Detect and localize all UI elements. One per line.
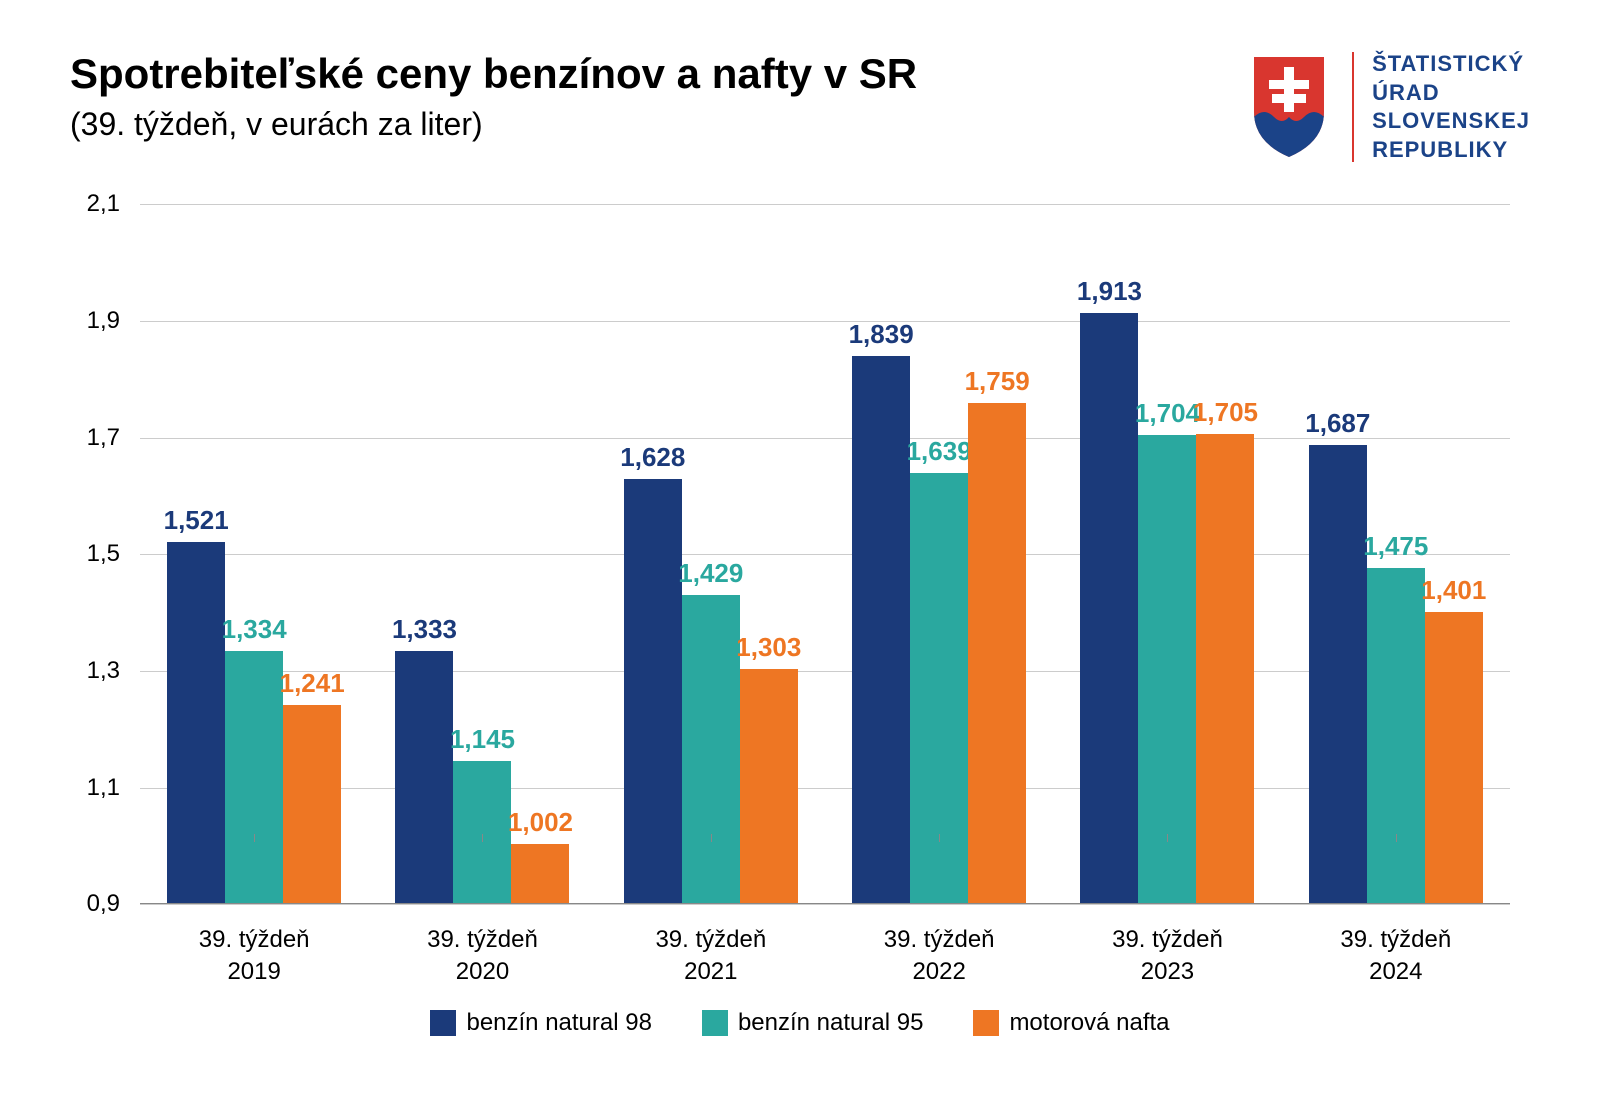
- bar: 1,002: [511, 844, 569, 903]
- x-tick-label: 39. týždeň2020: [427, 914, 538, 984]
- y-tick-label: 1,3: [87, 657, 120, 685]
- legend-item: benzín natural 95: [702, 1009, 923, 1037]
- legend-swatch: [702, 1010, 728, 1036]
- bar-value-label: 1,628: [620, 442, 685, 473]
- logo-divider: [1352, 52, 1354, 162]
- header: Spotrebiteľské ceny benzínov a nafty v S…: [70, 50, 1530, 164]
- bar-group: 1,8391,6391,759: [852, 204, 1026, 903]
- y-tick-label: 1,7: [87, 424, 120, 452]
- legend-item: motorová nafta: [973, 1009, 1169, 1037]
- bar-value-label: 1,521: [164, 505, 229, 536]
- bar: 1,705: [1196, 434, 1254, 903]
- bar-group: 1,6281,4291,303: [624, 204, 798, 903]
- legend-label: benzín natural 95: [738, 1009, 923, 1037]
- bar-value-label: 1,687: [1305, 408, 1370, 439]
- bar-value-label: 1,475: [1363, 531, 1428, 562]
- bar: 1,333: [395, 651, 453, 903]
- bar-group: 1,5211,3341,241: [167, 204, 341, 903]
- x-tick-label: 39. týždeň2024: [1340, 914, 1451, 984]
- bar-value-label: 1,429: [678, 558, 743, 589]
- bar-group: 1,6871,4751,401: [1309, 204, 1483, 903]
- bar-value-label: 1,401: [1421, 575, 1486, 606]
- org-line-4: REPUBLIKY: [1372, 136, 1530, 165]
- bar: 1,303: [740, 669, 798, 904]
- chart-title: Spotrebiteľské ceny benzínov a nafty v S…: [70, 50, 1244, 98]
- bar: 1,704: [1138, 435, 1196, 903]
- x-tick-label: 39. týždeň2022: [884, 914, 995, 984]
- bar-value-label: 1,145: [450, 724, 515, 755]
- bar: 1,334: [225, 651, 283, 904]
- y-tick-label: 1,5: [87, 540, 120, 568]
- legend-label: motorová nafta: [1009, 1009, 1169, 1037]
- x-tick-label: 39. týždeň2023: [1112, 914, 1223, 984]
- x-tick-label: 39. týždeň2019: [199, 914, 310, 984]
- bar: 1,628: [624, 479, 682, 903]
- plot-area: 1,5211,3341,2411,3331,1451,0021,6281,429…: [140, 204, 1510, 904]
- x-tick-mark: [1167, 834, 1168, 842]
- bar-value-label: 1,704: [1135, 398, 1200, 429]
- bar-value-label: 1,759: [965, 366, 1030, 397]
- y-tick-label: 1,9: [87, 307, 120, 335]
- bar-group: 1,9131,7041,705: [1080, 204, 1254, 903]
- shield-icon: [1244, 52, 1334, 162]
- legend: benzín natural 98 benzín natural 95 motoro…: [70, 1009, 1530, 1037]
- legend-item: benzín natural 98: [430, 1009, 651, 1037]
- bar: 1,759: [968, 403, 1026, 903]
- bar-value-label: 1,241: [280, 668, 345, 699]
- x-tick-mark: [939, 834, 940, 842]
- x-axis: 39. týždeň2019 39. týždeň2020 39. týždeň20…: [140, 914, 1510, 984]
- bar: 1,145: [453, 761, 511, 904]
- bar: 1,687: [1309, 445, 1367, 903]
- bars-container: 1,5211,3341,2411,3331,1451,0021,6281,429…: [140, 204, 1510, 904]
- org-line-3: SLOVENSKEJ: [1372, 107, 1530, 136]
- legend-swatch: [973, 1010, 999, 1036]
- org-name: ŠTATISTICKÝ ÚRAD SLOVENSKEJ REPUBLIKY: [1372, 50, 1530, 164]
- x-tick-mark: [1396, 834, 1397, 842]
- bar: 1,475: [1367, 568, 1425, 903]
- y-axis: 0,91,11,31,51,71,92,1: [70, 204, 130, 904]
- bar-value-label: 1,913: [1077, 276, 1142, 307]
- x-tick-mark: [482, 834, 483, 842]
- bar-value-label: 1,303: [736, 632, 801, 663]
- org-line-2: ÚRAD: [1372, 79, 1530, 108]
- y-tick-label: 0,9: [87, 890, 120, 918]
- bar: 1,401: [1425, 612, 1483, 904]
- bar-value-label: 1,839: [849, 319, 914, 350]
- x-tick-mark: [711, 834, 712, 842]
- bar-value-label: 1,705: [1193, 397, 1258, 428]
- bar-value-label: 1,334: [222, 614, 287, 645]
- chart-subtitle: (39. týždeň, v eurách za liter): [70, 106, 1244, 143]
- legend-label: benzín natural 98: [466, 1009, 651, 1037]
- y-tick-label: 2,1: [87, 190, 120, 218]
- bar-value-label: 1,002: [508, 807, 573, 838]
- x-tick-mark: [254, 834, 255, 842]
- bar-value-label: 1,639: [907, 436, 972, 467]
- bar: 1,521: [167, 542, 225, 904]
- chart-area: 0,91,11,31,51,71,92,1 1,5211,3341,2411,3…: [70, 204, 1530, 984]
- bar-group: 1,3331,1451,002: [395, 204, 569, 903]
- org-line-1: ŠTATISTICKÝ: [1372, 50, 1530, 79]
- legend-swatch: [430, 1010, 456, 1036]
- bar: 1,241: [283, 705, 341, 904]
- bar: 1,839: [852, 356, 910, 903]
- title-block: Spotrebiteľské ceny benzínov a nafty v S…: [70, 50, 1244, 143]
- y-tick-label: 1,1: [87, 774, 120, 802]
- gridline: [140, 904, 1510, 905]
- bar: 1,913: [1080, 313, 1138, 903]
- bar: 1,429: [682, 595, 740, 903]
- bar-value-label: 1,333: [392, 614, 457, 645]
- x-tick-label: 39. týždeň2021: [655, 914, 766, 984]
- logo-block: ŠTATISTICKÝ ÚRAD SLOVENSKEJ REPUBLIKY: [1244, 50, 1530, 164]
